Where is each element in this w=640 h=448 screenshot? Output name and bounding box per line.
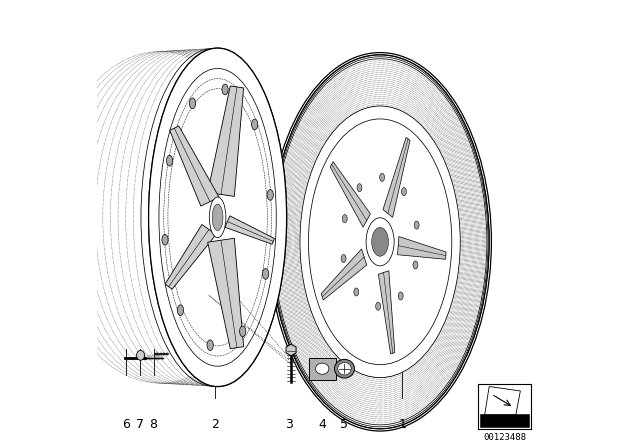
Polygon shape	[225, 216, 275, 244]
Text: 3: 3	[285, 418, 292, 431]
Ellipse shape	[398, 292, 403, 300]
Ellipse shape	[177, 305, 184, 315]
Text: 1: 1	[399, 418, 406, 431]
Text: 4: 4	[318, 418, 326, 431]
Ellipse shape	[316, 363, 329, 374]
Polygon shape	[484, 387, 520, 414]
Polygon shape	[207, 238, 244, 349]
Ellipse shape	[335, 359, 355, 378]
Ellipse shape	[162, 234, 168, 245]
Ellipse shape	[354, 288, 359, 296]
Ellipse shape	[366, 218, 394, 266]
Ellipse shape	[262, 269, 269, 279]
Ellipse shape	[209, 197, 226, 237]
Text: 2: 2	[211, 418, 220, 431]
Polygon shape	[397, 237, 446, 259]
Ellipse shape	[267, 190, 273, 200]
Ellipse shape	[380, 173, 385, 181]
Text: 6: 6	[122, 418, 131, 431]
Text: 8: 8	[149, 418, 157, 431]
Ellipse shape	[136, 350, 145, 360]
Ellipse shape	[222, 84, 228, 95]
Polygon shape	[383, 138, 410, 217]
Polygon shape	[207, 86, 244, 196]
Ellipse shape	[148, 48, 287, 387]
Text: 00123488: 00123488	[483, 433, 526, 442]
Text: 5: 5	[340, 418, 349, 431]
Ellipse shape	[252, 119, 258, 130]
Ellipse shape	[212, 204, 223, 231]
Ellipse shape	[372, 228, 388, 256]
Ellipse shape	[414, 221, 419, 229]
Polygon shape	[170, 126, 219, 206]
Ellipse shape	[338, 362, 351, 375]
Ellipse shape	[207, 340, 213, 350]
Polygon shape	[330, 162, 371, 227]
Polygon shape	[321, 249, 367, 300]
Ellipse shape	[376, 302, 381, 310]
Ellipse shape	[300, 106, 460, 378]
Bar	[309, 358, 335, 380]
Ellipse shape	[413, 261, 418, 269]
Ellipse shape	[166, 155, 173, 166]
Polygon shape	[378, 271, 395, 354]
Text: 7: 7	[136, 418, 144, 431]
Ellipse shape	[401, 188, 406, 196]
Ellipse shape	[341, 254, 346, 263]
Bar	[480, 414, 529, 426]
Ellipse shape	[357, 184, 362, 192]
Ellipse shape	[189, 98, 196, 109]
Polygon shape	[165, 224, 216, 289]
Ellipse shape	[239, 326, 246, 336]
Polygon shape	[286, 344, 296, 356]
Ellipse shape	[342, 215, 348, 223]
